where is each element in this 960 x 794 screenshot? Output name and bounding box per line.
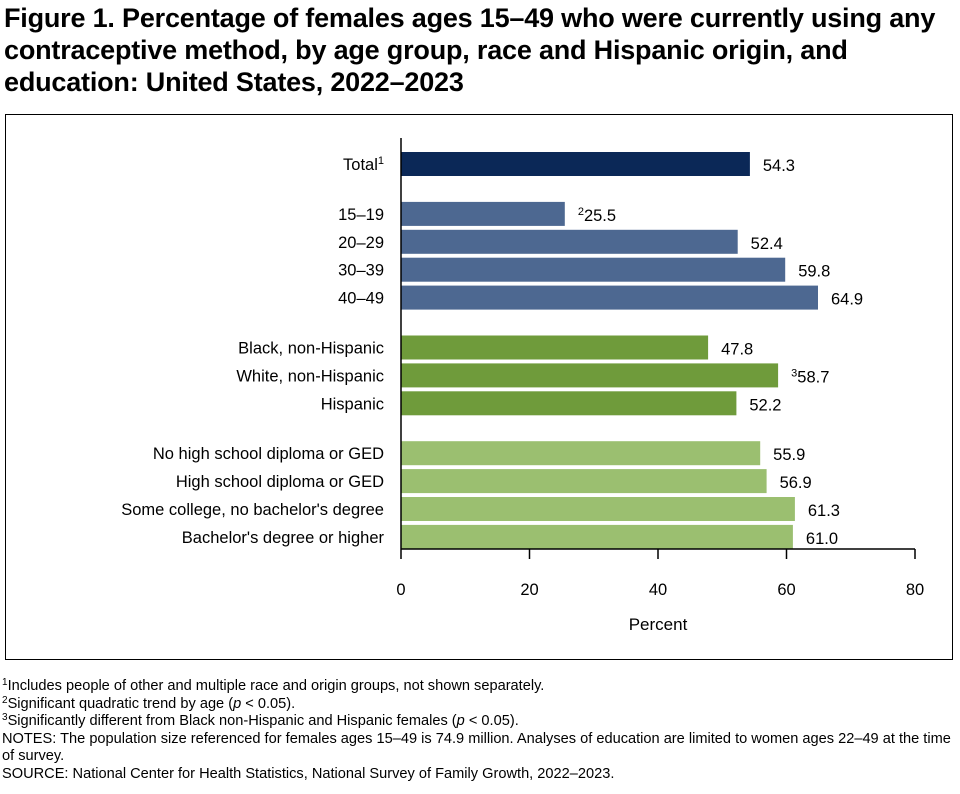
category-label: High school diploma or GED xyxy=(176,473,384,491)
bar-race-0 xyxy=(401,335,709,360)
data-label: 47.8 xyxy=(721,341,753,359)
bar-race-1 xyxy=(401,363,779,388)
data-label: 52.4 xyxy=(751,235,783,253)
bar-age-0 xyxy=(401,201,565,226)
data-label: 64.9 xyxy=(831,291,863,309)
x-tick-label: 40 xyxy=(649,581,667,599)
category-label: Hispanic xyxy=(321,395,384,413)
notes-text: NOTES: The population size referenced fo… xyxy=(2,730,951,765)
x-tick-label: 0 xyxy=(396,581,405,599)
bar-race-2 xyxy=(401,391,737,416)
data-label: 59.8 xyxy=(798,263,830,281)
x-tick-label: 20 xyxy=(520,581,538,599)
data-label: 61.0 xyxy=(806,530,838,548)
bar-age-1 xyxy=(401,229,738,254)
footnotes: 1Includes people of other and multiple r… xyxy=(2,678,956,784)
category-label: Total1 xyxy=(343,155,384,174)
footnote-1: 1Includes people of other and multiple r… xyxy=(2,677,545,695)
figure-title: Figure 1. Percentage of females ages 15–… xyxy=(4,3,936,97)
chart-frame xyxy=(5,114,953,660)
bar-education-2 xyxy=(401,497,795,521)
x-tick-label: 60 xyxy=(777,581,795,599)
category-label: Black, non-Hispanic xyxy=(238,340,384,358)
bar-age-2 xyxy=(401,257,786,282)
bar-education-3 xyxy=(401,524,793,549)
data-label: 225.5 xyxy=(578,206,616,225)
category-label: 20–29 xyxy=(338,234,384,252)
category-label: 40–49 xyxy=(338,290,384,308)
bar-education-0 xyxy=(401,441,761,466)
category-label: Some college, no bachelor's degree xyxy=(121,501,384,519)
x-axis-label: Percent xyxy=(629,615,688,634)
bar-chart: Total1 54.3 15–19 225.5 20–29 52.4 30–39 59.8 40… xyxy=(121,138,924,634)
data-label: 56.9 xyxy=(780,474,812,492)
source-text: SOURCE: National Center for Health Stati… xyxy=(2,765,615,782)
footnote-2: 2Significant quadratic trend by age (p <… xyxy=(2,694,296,712)
category-label: 15–19 xyxy=(338,206,384,224)
category-label: 30–39 xyxy=(338,262,384,280)
data-label: 358.7 xyxy=(791,367,829,386)
data-label: 55.9 xyxy=(773,446,805,464)
data-label: 52.2 xyxy=(749,396,781,414)
x-tick-label: 80 xyxy=(906,581,924,599)
category-label: Bachelor's degree or higher xyxy=(182,529,385,547)
bar-education-1 xyxy=(401,469,767,494)
data-label: 61.3 xyxy=(808,502,840,520)
data-label: 54.3 xyxy=(763,157,795,175)
bar-total-0 xyxy=(401,152,750,176)
category-label: No high school diploma or GED xyxy=(153,445,384,463)
footnote-3: 3Significantly different from Black non-… xyxy=(2,712,519,730)
bar-age-3 xyxy=(401,285,818,310)
category-label: White, non-Hispanic xyxy=(236,367,384,385)
